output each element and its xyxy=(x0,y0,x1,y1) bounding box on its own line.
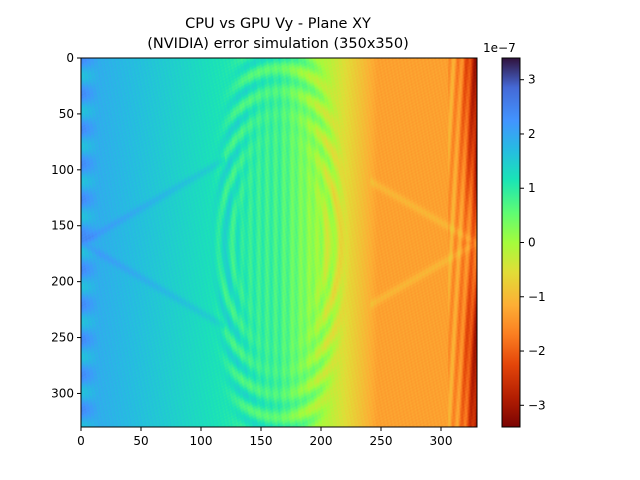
colorbar-tick-label: −2 xyxy=(528,344,546,358)
chart-title-line-2: (NVIDIA) error simulation (350x350) xyxy=(147,36,408,52)
x-tick-label: 250 xyxy=(370,434,393,448)
colorbar-offset-label: 1e−7 xyxy=(483,41,516,55)
y-tick-label: 50 xyxy=(59,107,74,121)
colorbar-tick-label: 2 xyxy=(528,127,536,141)
colorbar-tick-label: −3 xyxy=(528,398,546,412)
y-tick-label: 100 xyxy=(51,163,74,177)
chart-title-line-1: CPU vs GPU Vy - Plane XY xyxy=(185,16,371,32)
x-tick-label: 0 xyxy=(77,434,85,448)
y-tick-label: 250 xyxy=(51,331,74,345)
x-tick-label: 150 xyxy=(250,434,273,448)
plot-frame xyxy=(80,57,478,428)
x-tick-label: 300 xyxy=(430,434,453,448)
colorbar-tick-label: 0 xyxy=(528,236,536,250)
y-tick-label: 0 xyxy=(66,51,74,65)
x-axis: 0 50 100 150 200 250 300 xyxy=(77,427,452,448)
y-tick-label: 300 xyxy=(51,386,74,400)
y-tick-label: 200 xyxy=(51,275,74,289)
x-tick-label: 50 xyxy=(133,434,148,448)
heatmap-plot-area xyxy=(81,58,477,427)
colorbar-tick-label: 1 xyxy=(528,181,536,195)
y-axis: 0 50 100 150 200 250 300 xyxy=(51,51,81,400)
heatmap-image xyxy=(81,58,477,427)
colorbar-tick-label: −1 xyxy=(528,290,546,304)
y-tick-label: 150 xyxy=(51,219,74,233)
colorbar xyxy=(502,58,520,427)
x-tick-label: 200 xyxy=(310,434,333,448)
x-tick-label: 100 xyxy=(190,434,213,448)
colorbar-tick-label: 3 xyxy=(528,73,536,87)
colorbar-axis: 3 2 1 0 −1 −2 −3 xyxy=(520,73,546,412)
